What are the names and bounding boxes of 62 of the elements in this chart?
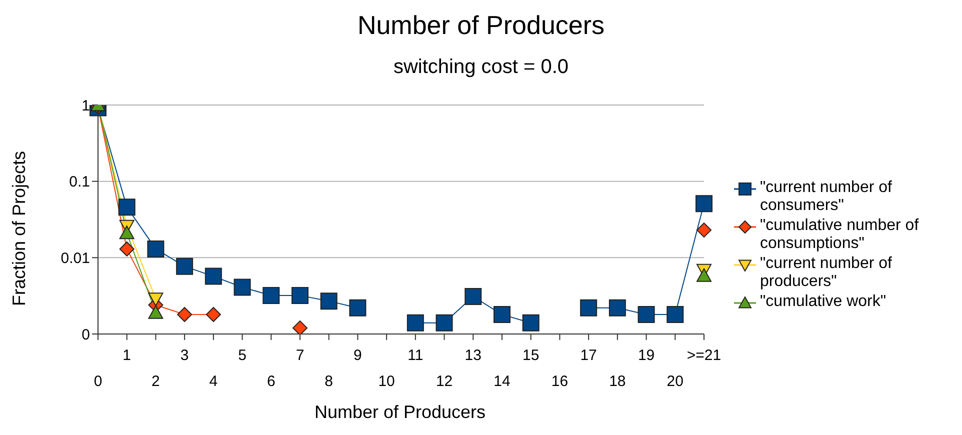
x-tick-label: 12 [436,373,453,390]
x-tick-label: 1 [122,347,132,364]
x-tick-label: 10 [378,373,395,390]
point [320,292,338,310]
point [148,305,164,319]
point [118,198,136,216]
point [292,320,308,334]
x-tick-label: 8 [324,373,334,390]
chart-title: Number of Producers [356,10,606,41]
x-tick-label: >=21 [686,347,722,364]
x-tick-label: 16 [551,373,568,390]
point [148,292,164,306]
y-tick-label: 1 [82,97,90,114]
point [176,258,194,275]
x-tick-label: 0 [94,373,102,390]
x-tick-label: 3 [180,347,189,364]
y-axis-title: Fraction of Projects [10,150,30,306]
x-tick-label: 6 [266,373,276,390]
x-tick-label: 13 [464,347,482,364]
y-tick-label: 0.01 [60,250,90,267]
x-tick-label: 7 [296,347,304,364]
point [206,307,221,322]
x-tick-label: 15 [522,347,540,364]
point [696,268,712,282]
point [696,195,712,212]
point [522,314,540,332]
x-tick-label: 19 [638,347,655,364]
point [292,286,308,304]
x-tick-label: 14 [494,373,510,390]
chart-subtitle: switching cost = 0.0 [392,56,570,79]
point [119,226,134,240]
point [177,307,192,322]
x-axis-title: Number of Producers [313,402,487,423]
legend-label: "cumulative work" [760,292,886,310]
point [119,241,134,256]
point [349,299,366,316]
x-tick-label: 4 [209,373,218,390]
point [204,268,222,285]
point [494,306,510,324]
point [262,286,280,304]
x-tick-label: 11 [408,347,424,364]
point [406,314,424,332]
legend-label: "current number of producers" [760,254,893,290]
x-tick-label: 18 [609,373,626,390]
point [608,299,626,316]
legend-label: "cumulative number of consumptions" [760,216,920,252]
x-tick-label: 5 [238,347,246,364]
x-tick-label: 2 [152,373,160,390]
y-tick-label: 0.1 [69,174,90,191]
point [464,288,482,305]
point [147,240,164,258]
x-tick-label: 9 [354,347,362,364]
y-tick-label: 0 [82,326,90,344]
legend-label: "current number of consumers" [760,178,893,214]
point [696,222,712,238]
point [234,278,251,296]
point [580,299,598,316]
point [638,306,655,324]
point [436,314,453,332]
x-tick-label: 20 [666,373,684,390]
x-tick-label: 17 [580,347,597,364]
point [666,306,684,324]
